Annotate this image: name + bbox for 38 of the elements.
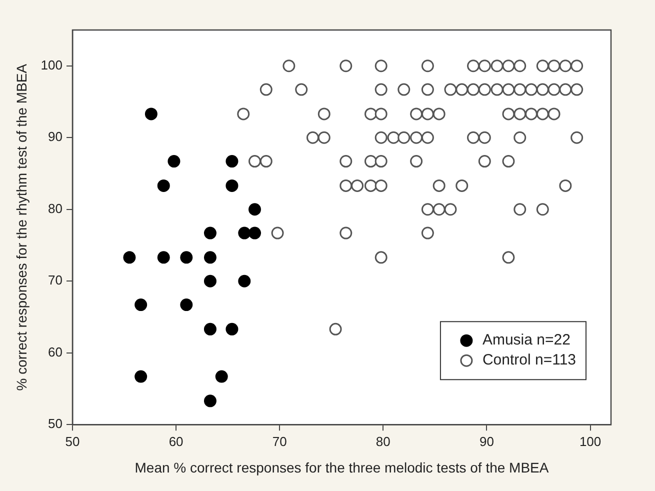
x-tick-label: 100: [579, 434, 602, 449]
point: [204, 394, 216, 408]
point: [123, 251, 136, 264]
point: [204, 226, 216, 240]
point: [204, 322, 216, 336]
x-tick-label: 70: [272, 434, 287, 449]
y-tick-label: 50: [48, 416, 62, 432]
point: [226, 179, 238, 192]
x-tick-label: 90: [479, 434, 494, 449]
point: [180, 251, 193, 264]
point: [157, 179, 170, 192]
y-axis-title: % correct responses for the rhythm test of the MBEA: [13, 63, 30, 391]
legend-label: Amusia n=22: [482, 332, 570, 349]
y-tick-label: 80: [48, 200, 62, 216]
point: [157, 251, 170, 264]
point: [226, 322, 238, 336]
y-tick-label: 90: [48, 129, 62, 144]
point: [204, 251, 216, 264]
point: [238, 226, 251, 240]
point: [134, 298, 148, 312]
y-tick-label: 100: [40, 57, 62, 72]
x-tick-label: 50: [65, 434, 80, 449]
point: [180, 298, 193, 312]
x-tick-label: 80: [376, 434, 390, 449]
point: [248, 226, 262, 240]
point: [204, 274, 216, 288]
point: [215, 370, 228, 383]
point: [134, 370, 148, 383]
x-axis-title: Mean % correct responses for the three melodic tests of the MBEA: [134, 459, 550, 476]
point: [144, 108, 158, 120]
y-tick-label: 60: [48, 344, 62, 360]
y-tick-label: 70: [48, 272, 62, 288]
legend-label: Control n=113: [482, 352, 576, 369]
point: [248, 203, 262, 216]
point: [168, 155, 180, 168]
x-tick-label: 60: [168, 434, 184, 449]
point: [226, 155, 238, 168]
point: [238, 274, 251, 288]
